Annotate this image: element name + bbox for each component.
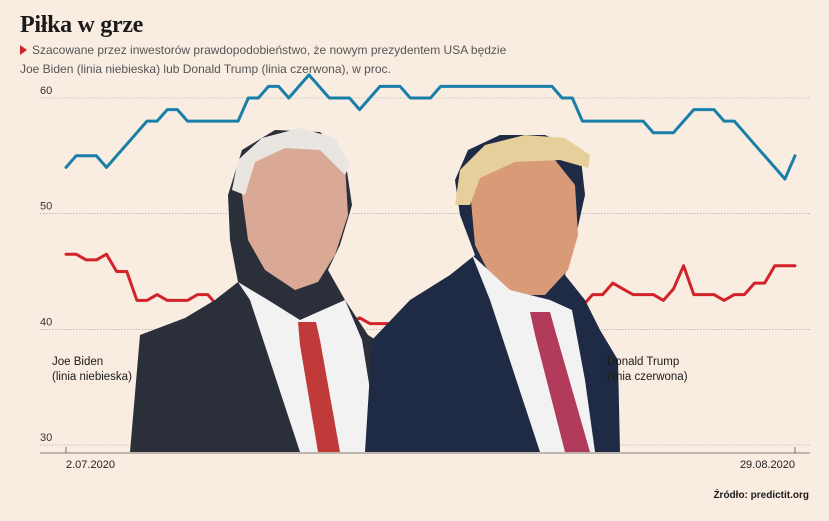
biden-hair [232, 128, 350, 195]
biden-tie [298, 322, 340, 452]
trump-label: Donald Trump (linia czerwona) [607, 355, 688, 385]
trump-tie [530, 312, 590, 452]
biden-label-name: Joe Biden [52, 356, 104, 368]
subtitle-line-1: Szacowane przez inwestorów prawdopodobie… [32, 43, 507, 57]
x-tick-label: 29.08.2020 [740, 459, 795, 471]
y-tick-label: 50 [40, 201, 52, 213]
red-triangle-icon [20, 45, 27, 55]
y-tick-label: 30 [40, 432, 52, 444]
axes [40, 447, 810, 454]
chart-title: Piłka w grze [20, 12, 144, 38]
axis-labels: 30 40 50 60 2.07.2020 29.08.2020 [40, 85, 795, 471]
biden-label-note: (linia niebieska) [52, 371, 132, 383]
y-tick-label: 40 [40, 316, 52, 328]
subtitle-line-2: Joe Biden (linia niebieska) lub Donald T… [20, 62, 391, 76]
trump-face [470, 155, 578, 295]
candidate-photos [130, 128, 620, 452]
trump-label-name: Donald Trump [607, 356, 680, 368]
x-tick-label: 2.07.2020 [66, 459, 115, 471]
trump-hair [455, 135, 590, 205]
biden-series-line [64, 73, 797, 181]
chart-subtitle: Szacowane przez inwestorów prawdopodobie… [20, 41, 540, 79]
biden-face [240, 135, 348, 290]
trump-label-note: (linia czerwona) [607, 371, 688, 383]
y-tick-label: 60 [40, 85, 52, 97]
biden-label: Joe Biden (linia niebieska) [52, 355, 132, 385]
source-note: Źródło: predictit.org [713, 490, 809, 501]
